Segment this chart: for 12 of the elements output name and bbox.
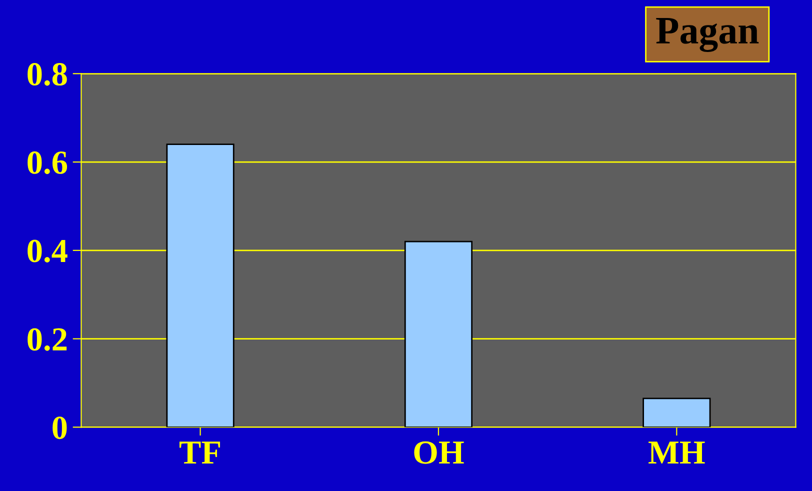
bar <box>404 240 473 428</box>
x-tick-label: OH <box>414 441 464 464</box>
x-tick-label: MH <box>648 442 705 464</box>
y-tick-label: 0.6 <box>28 151 68 174</box>
y-tick-label: 0.2 <box>28 328 67 351</box>
y-tick-label: 0 <box>52 416 67 440</box>
bar <box>166 144 234 428</box>
y-tick-label: 0.8 <box>28 63 67 86</box>
bar <box>642 398 711 428</box>
y-tick-label: 0.4 <box>28 240 68 262</box>
x-tick-label: TF <box>180 442 220 464</box>
chart-title: Pagan <box>656 18 759 52</box>
